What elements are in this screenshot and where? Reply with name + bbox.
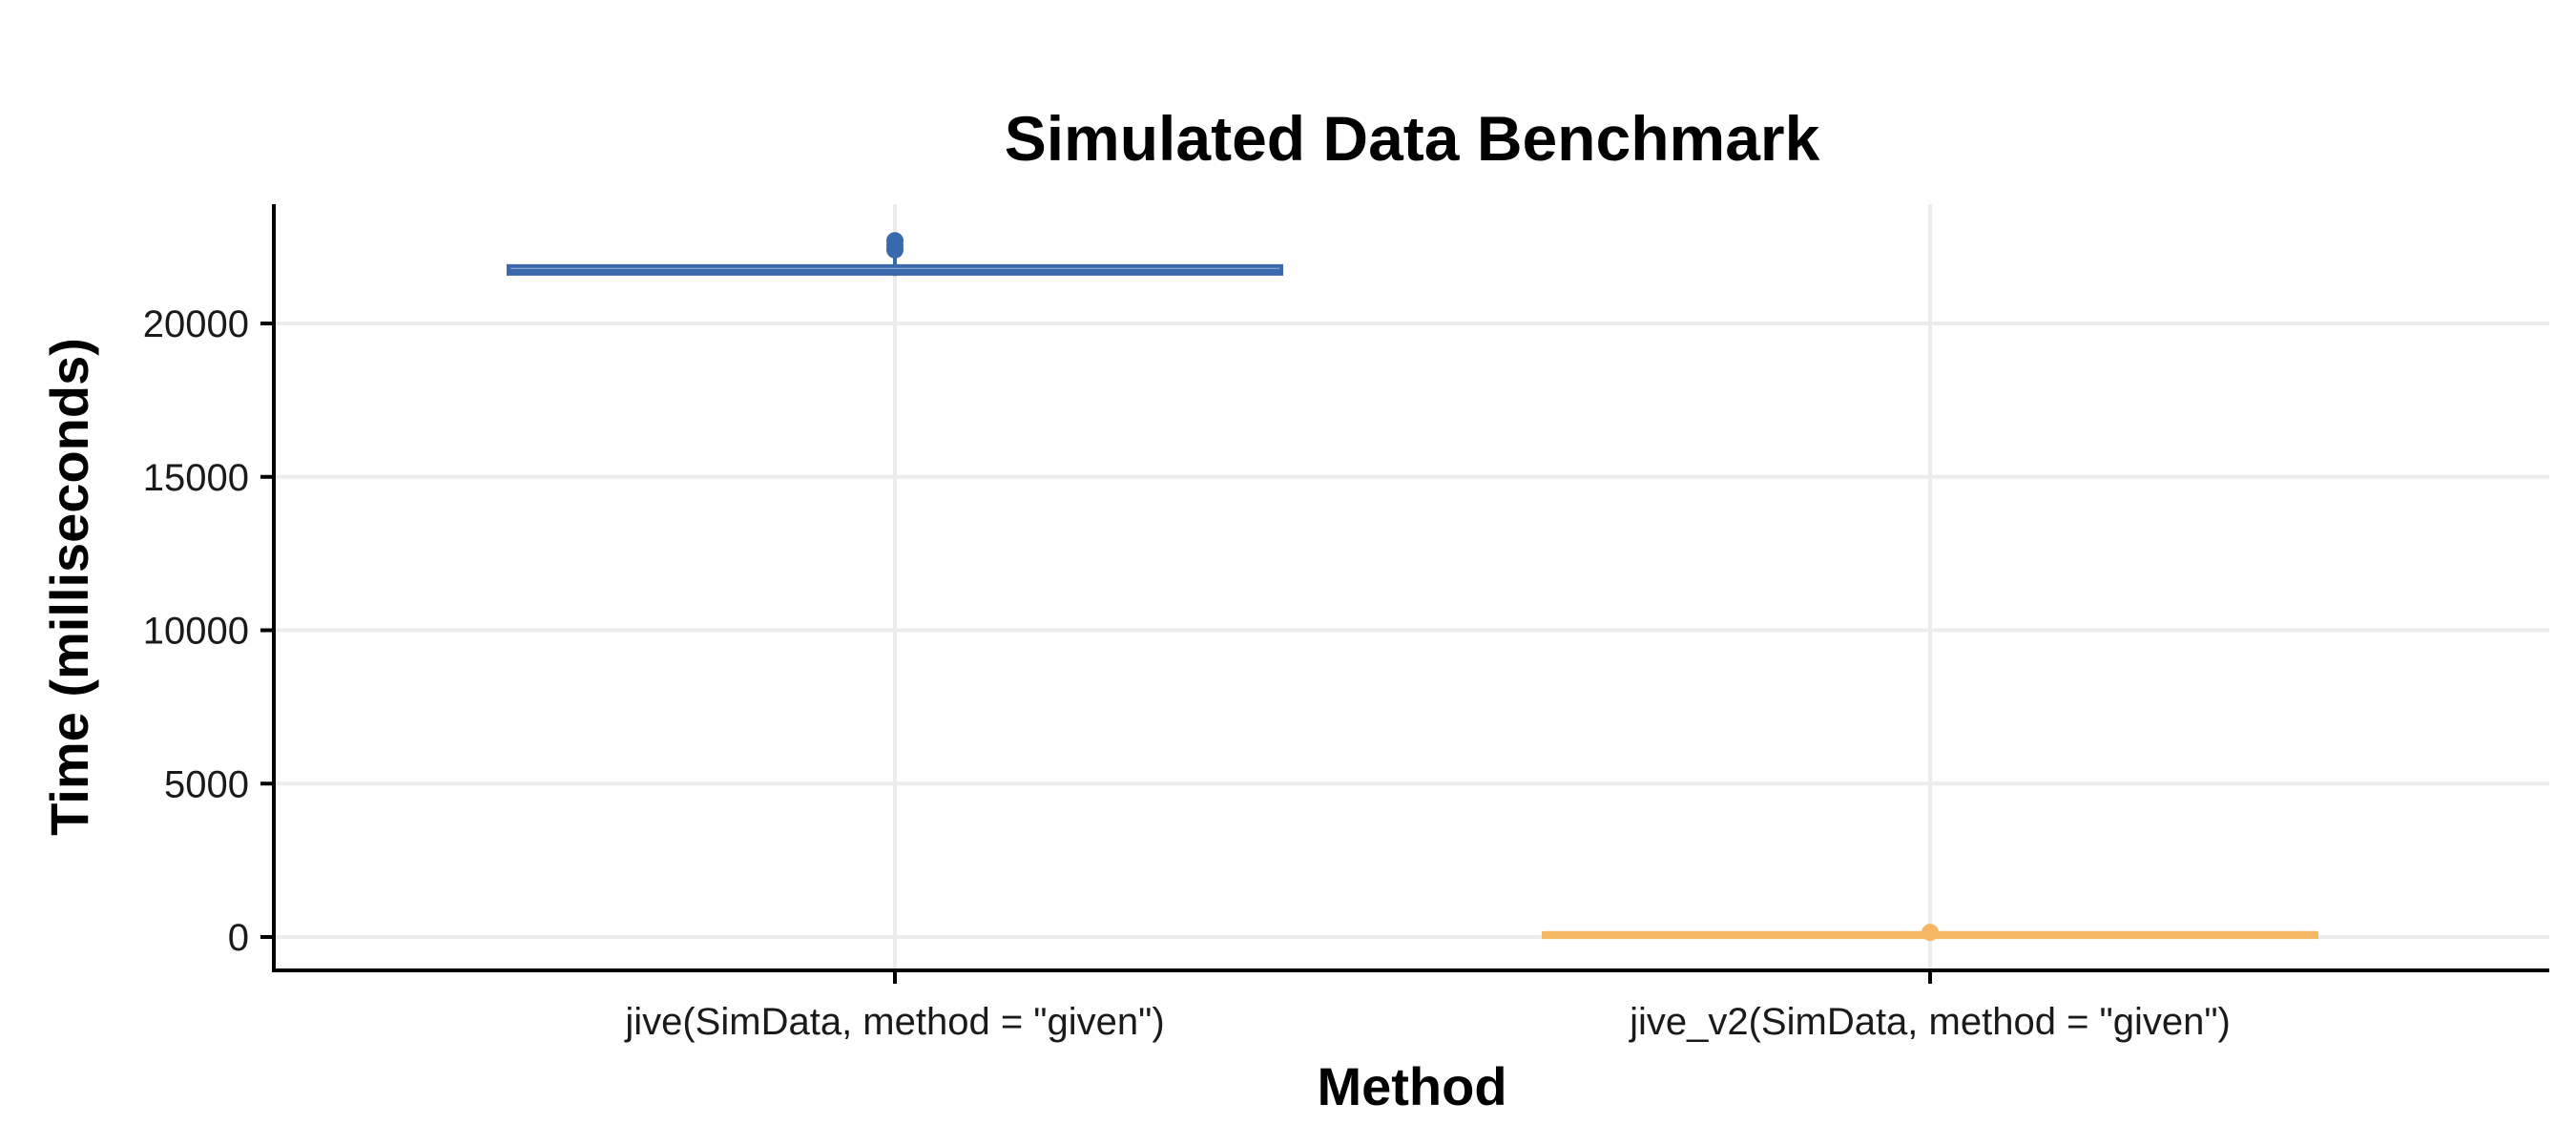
boxes-layer <box>507 232 2318 942</box>
y-tick-label: 20000 <box>143 303 249 345</box>
box-1 <box>507 232 1283 277</box>
tick-layer: 0 5000 10000 15000 20000 jive(SimData, method… <box>143 303 2231 1043</box>
y-axis-title: Time (milliseconds) <box>39 338 99 836</box>
y-tick-label: 5000 <box>164 763 249 805</box>
outlier-point <box>886 232 904 250</box>
box-2 <box>1542 924 2318 942</box>
y-tick-label: 10000 <box>143 611 249 653</box>
y-tick-label: 15000 <box>143 457 249 499</box>
x-axis-title: Method <box>1317 1056 1506 1116</box>
x-tick-label: jive_v2(SimData, method = "given") <box>1629 1001 2231 1043</box>
chart-title: Simulated Data Benchmark <box>1005 103 1820 174</box>
axes-layer <box>272 204 2549 972</box>
grid-layer <box>274 204 2549 970</box>
outlier-point <box>1922 924 1939 942</box>
y-tick-label: 0 <box>228 917 249 959</box>
x-tick-label: jive(SimData, method = "given") <box>624 1001 1164 1043</box>
